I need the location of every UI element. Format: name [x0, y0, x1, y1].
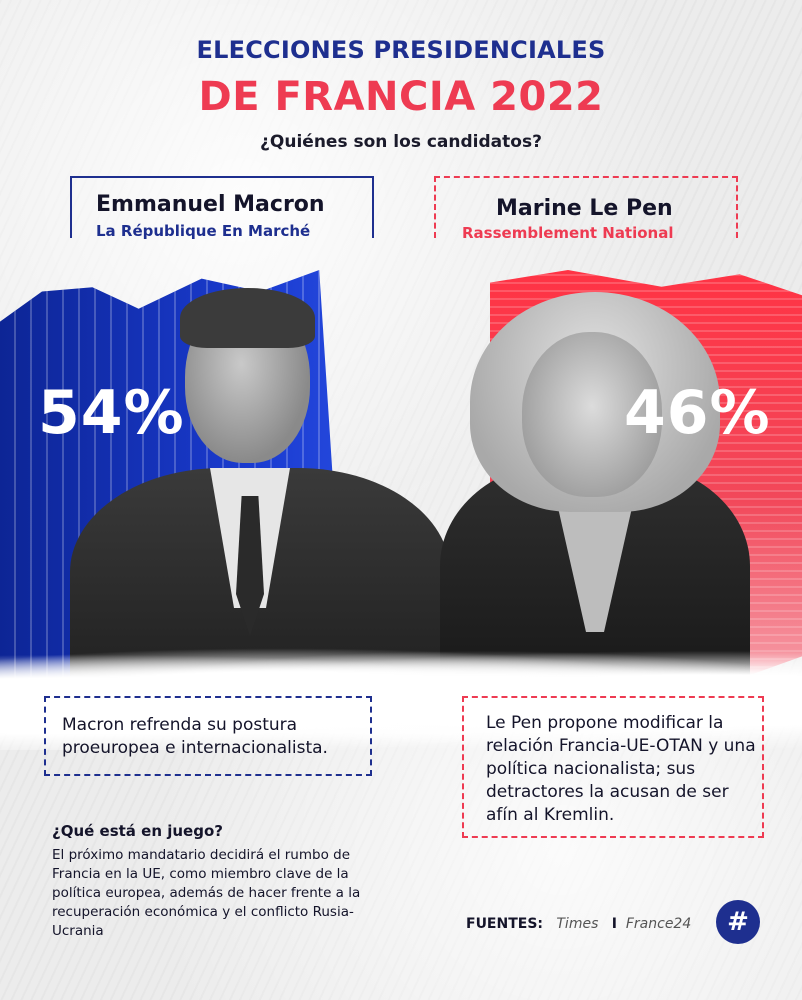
sources-separator: I — [611, 916, 617, 932]
macron-name: Emmanuel Macron — [96, 192, 325, 217]
macron-description: Macron refrenda su postura proeuropea e … — [62, 715, 328, 758]
title-line-2: DE FRANCIA 2022 — [198, 74, 604, 120]
macron-percentage: 54% — [38, 378, 185, 448]
sources-line: FUENTES: Times I France24 — [466, 916, 691, 932]
lepen-name: Marine Le Pen — [496, 196, 673, 221]
lepen-party: Rassemblement National — [462, 224, 674, 242]
lepen-name-frame — [434, 176, 738, 238]
source-times: Times — [556, 916, 599, 932]
macron-info-box: Macron refrenda su postura proeuropea e … — [44, 696, 372, 776]
sources-label: FUENTES: — [466, 916, 544, 932]
lepen-photo — [430, 292, 760, 692]
cloud-divider — [0, 640, 802, 750]
macron-photo — [60, 288, 460, 700]
macron-name-frame — [70, 176, 374, 238]
logo-glyph: # — [727, 907, 749, 937]
lepen-info-box: Le Pen propone modificar la relación Fra… — [462, 696, 764, 838]
lepen-description: Le Pen propone modificar la relación Fra… — [486, 713, 756, 825]
hash-speech-bubble-icon: # — [716, 900, 760, 944]
macron-party: La République En Marché — [96, 222, 311, 240]
lepen-percentage: 46% — [624, 378, 771, 448]
subtitle: ¿Quiénes son los candidatos? — [260, 132, 542, 152]
stakes-heading: ¿Qué está en juego? — [52, 822, 223, 840]
stakes-text: El próximo mandatario decidirá el rumbo … — [52, 847, 361, 939]
source-france24: France24 — [625, 916, 692, 932]
title-line-1: ELECCIONES PRESIDENCIALES — [196, 36, 606, 64]
